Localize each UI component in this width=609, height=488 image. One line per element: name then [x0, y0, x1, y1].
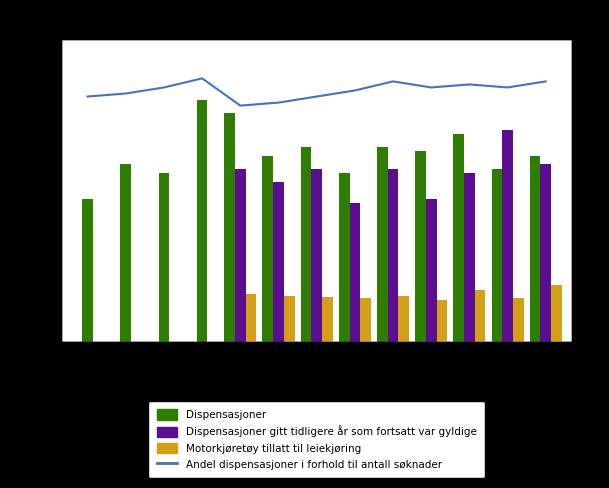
- Bar: [301, 147, 311, 342]
- Bar: [350, 203, 360, 342]
- Bar: [551, 285, 561, 342]
- Bar: [224, 113, 235, 342]
- Bar: [360, 298, 371, 342]
- Bar: [235, 169, 245, 342]
- Bar: [377, 147, 388, 342]
- Bar: [273, 182, 284, 342]
- Bar: [82, 199, 93, 342]
- Bar: [437, 300, 447, 342]
- Bar: [245, 294, 256, 342]
- Bar: [502, 130, 513, 342]
- Bar: [475, 290, 485, 342]
- Bar: [311, 169, 322, 342]
- Bar: [388, 169, 398, 342]
- Bar: [398, 296, 409, 342]
- Bar: [322, 297, 333, 342]
- Bar: [464, 173, 475, 342]
- Bar: [453, 134, 464, 342]
- Bar: [530, 156, 540, 342]
- Legend: Dispensasjoner, Dispensasjoner gitt tidligere år som fortsatt var gyldige, Motor: Dispensasjoner, Dispensasjoner gitt tidl…: [149, 401, 485, 478]
- Bar: [513, 298, 524, 342]
- Bar: [121, 164, 131, 342]
- Bar: [426, 199, 437, 342]
- Bar: [540, 164, 551, 342]
- Bar: [158, 173, 169, 342]
- Bar: [284, 296, 295, 342]
- Bar: [491, 169, 502, 342]
- Bar: [197, 100, 208, 342]
- Bar: [262, 156, 273, 342]
- Bar: [339, 173, 350, 342]
- Bar: [415, 151, 426, 342]
